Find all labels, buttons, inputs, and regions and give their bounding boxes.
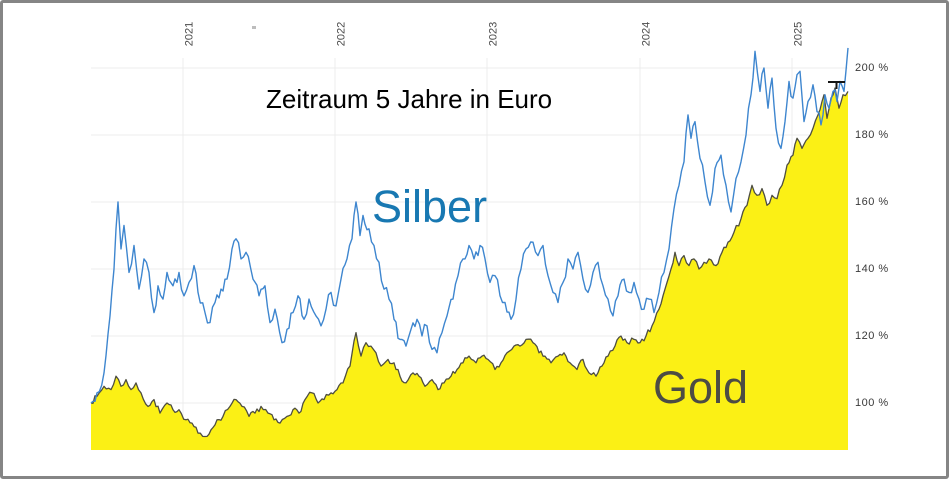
- y-tick-label-200: 200 %: [855, 62, 889, 74]
- y-tick-label-120: 120 %: [855, 330, 889, 342]
- gold-area: [91, 88, 848, 450]
- artifact-speck: [252, 26, 256, 29]
- gold-series-label: Gold: [653, 362, 749, 413]
- chart-title: Zeitraum 5 Jahre in Euro: [266, 84, 553, 114]
- y-tick-label-180: 180 %: [855, 129, 889, 141]
- x-tick-label-2022: 2022: [335, 21, 348, 47]
- x-tick-label-2023: 2023: [487, 21, 500, 47]
- silver-series-label: Silber: [372, 181, 488, 232]
- y-tick-label-100: 100 %: [855, 397, 889, 409]
- x-tick-label-2025: 2025: [792, 21, 805, 47]
- x-tick-label-2024: 2024: [640, 21, 653, 47]
- x-tick-label-2021: 2021: [183, 21, 196, 47]
- silver-line: [90, 47, 849, 404]
- y-tick-label-140: 140 %: [855, 263, 889, 275]
- y-tick-label-160: 160 %: [855, 196, 889, 208]
- gold-line: [90, 87, 849, 438]
